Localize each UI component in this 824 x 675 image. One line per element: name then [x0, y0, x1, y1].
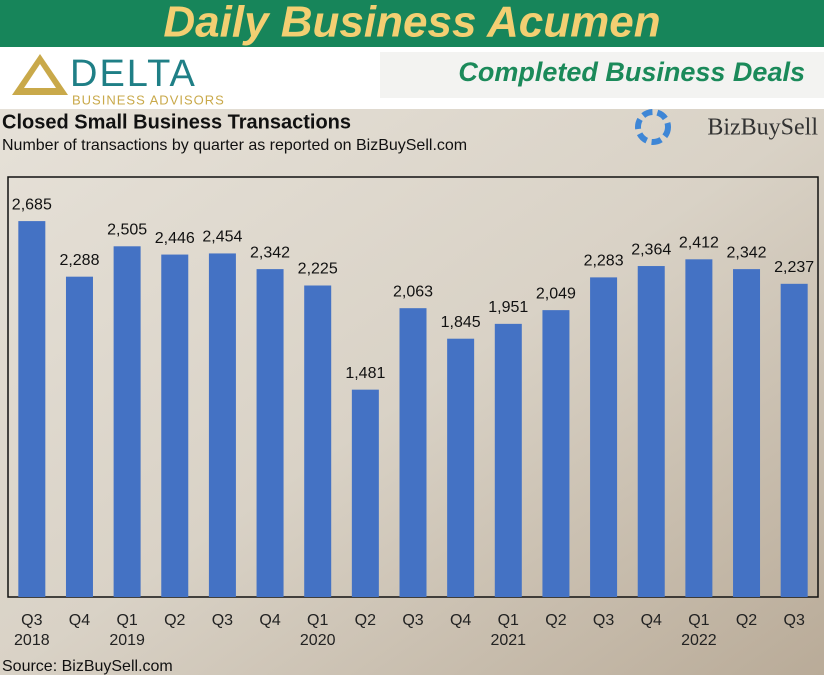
x-tick-label: Q1: [116, 612, 137, 629]
value-label: 1,951: [488, 299, 528, 316]
value-label: 1,845: [441, 314, 481, 331]
bar: [447, 338, 475, 597]
header-band: [0, 0, 824, 47]
x-group-label: 2018: [14, 632, 50, 649]
chart-title: Closed Small Business Transactions: [2, 111, 351, 133]
x-tick-label: Q4: [69, 612, 90, 629]
bar: [304, 285, 332, 597]
x-tick-label: Q3: [212, 612, 233, 629]
bar: [637, 266, 665, 597]
x-tick-label: Q3: [402, 612, 423, 629]
value-label: 2,063: [393, 283, 433, 300]
bar: [113, 246, 141, 598]
logo-name: DELTA: [70, 53, 197, 95]
value-label: 2,225: [298, 261, 338, 278]
value-label: 2,049: [536, 285, 576, 302]
bar: [351, 389, 379, 597]
bar: [161, 254, 189, 597]
x-tick-label: Q4: [259, 612, 280, 629]
value-label: 2,283: [584, 253, 624, 270]
x-tick-label: Q3: [21, 612, 42, 629]
x-tick-label: Q1: [307, 612, 328, 629]
value-label: 2,505: [107, 222, 147, 239]
value-label: 2,342: [250, 244, 290, 261]
value-label: 2,342: [727, 244, 767, 261]
source: Source: BizBuySell.com: [2, 658, 173, 675]
x-group-label: 2022: [681, 632, 717, 649]
logo-triangle-inner: [24, 64, 56, 88]
value-label: 2,446: [155, 230, 195, 247]
partner-name: BizBuySell: [707, 115, 818, 141]
bar: [65, 276, 93, 597]
bar: [590, 277, 618, 597]
value-label: 2,454: [202, 229, 242, 246]
header-title: Daily Business Acumen: [163, 0, 660, 47]
logo-tagline: BUSINESS ADVISORS: [72, 92, 225, 107]
x-tick-label: Q4: [450, 612, 471, 629]
value-label: 2,412: [679, 235, 719, 252]
x-tick-label: Q2: [164, 612, 185, 629]
x-tick-label: Q2: [736, 612, 757, 629]
x-tick-label: Q3: [784, 612, 805, 629]
x-tick-label: Q2: [355, 612, 376, 629]
value-label: 2,288: [59, 252, 99, 269]
bar: [733, 269, 761, 597]
value-label: 1,481: [345, 365, 385, 382]
bar: [780, 283, 808, 597]
bar: [685, 259, 713, 597]
header-subtitle: Completed Business Deals: [458, 57, 805, 87]
value-label: 2,685: [12, 196, 52, 213]
bar: [542, 310, 570, 597]
partner-icon: [635, 109, 671, 145]
chart-subtitle: Number of transactions by quarter as rep…: [2, 137, 467, 154]
bar: [494, 323, 522, 597]
subtitle-band: [380, 52, 824, 98]
bar: [399, 308, 427, 597]
value-label: 2,364: [631, 241, 671, 258]
value-label: 2,237: [774, 259, 814, 276]
x-tick-label: Q1: [688, 612, 709, 629]
x-tick-label: Q3: [593, 612, 614, 629]
bar: [208, 253, 236, 597]
x-group-label: 2020: [300, 632, 336, 649]
x-tick-label: Q4: [641, 612, 662, 629]
x-group-label: 2021: [490, 632, 526, 649]
bar: [256, 269, 284, 597]
bar: [18, 221, 46, 597]
x-tick-label: Q2: [545, 612, 566, 629]
x-tick-label: Q1: [498, 612, 519, 629]
x-group-label: 2019: [109, 632, 145, 649]
